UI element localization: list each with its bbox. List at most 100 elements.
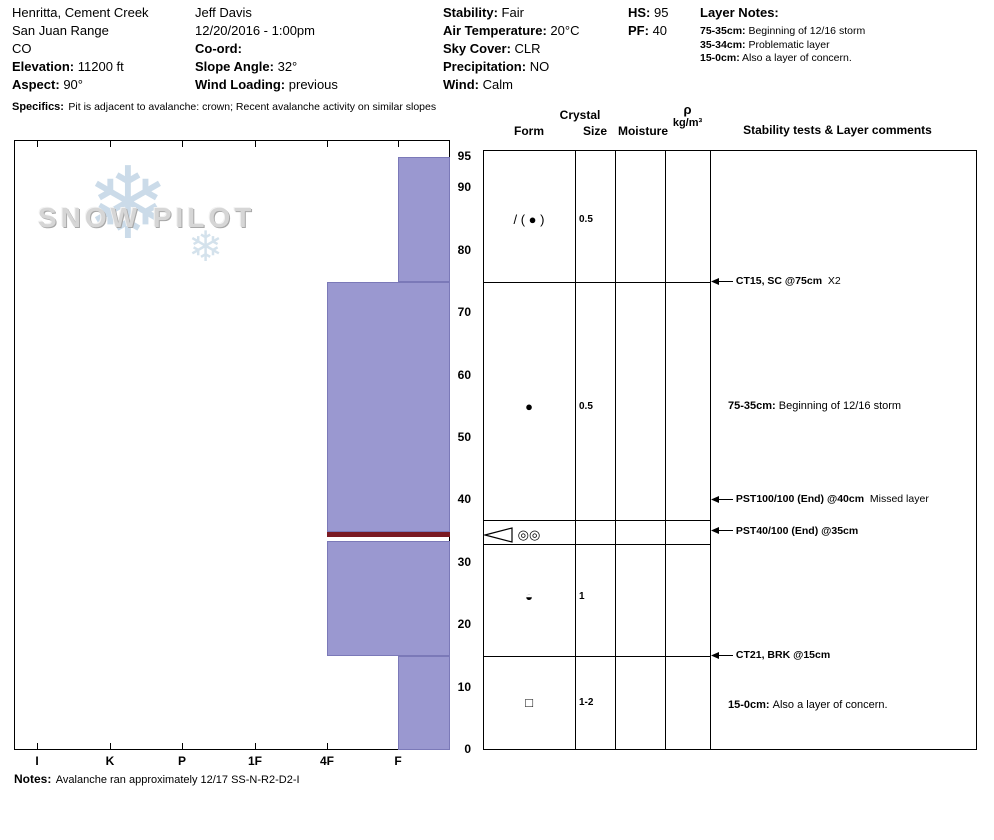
grain-form-symbol: / ( ● ) bbox=[513, 211, 545, 227]
test-text: CT15, SC @75cm bbox=[733, 275, 823, 287]
specifics-label: Specifics: bbox=[12, 101, 64, 113]
hardness-bar bbox=[327, 282, 450, 532]
air-temp-line: Air Temperature: 20°C bbox=[443, 22, 579, 40]
grain-form-symbol: ◎◎ bbox=[517, 526, 541, 542]
layer-note-range: 15-0cm: bbox=[700, 52, 740, 64]
hardness-tick-top bbox=[37, 141, 38, 147]
hardness-tick-bottom bbox=[110, 743, 111, 749]
depth-tick-label: 10 bbox=[457, 679, 471, 694]
depth-tick-label: 0 bbox=[464, 742, 471, 756]
aspect-value: 90° bbox=[63, 77, 83, 92]
test-arrow-icon bbox=[711, 275, 733, 287]
precipitation-line: Precipitation: NO bbox=[443, 58, 579, 76]
test-text: CT21, BRK @15cm bbox=[733, 649, 831, 662]
layer-boundary-line bbox=[483, 282, 710, 283]
layer-notes-list: 75-35cm: Beginning of 12/16 storm 35-34c… bbox=[700, 25, 865, 66]
depth-tick-label: 60 bbox=[457, 367, 471, 382]
observer-name: Jeff Davis bbox=[195, 5, 252, 20]
depth-tick-label: 80 bbox=[457, 242, 471, 257]
column-divider bbox=[615, 150, 616, 750]
precipitation-value: NO bbox=[529, 59, 550, 74]
hardness-tick-bottom bbox=[327, 743, 328, 749]
moisture-header: Moisture bbox=[617, 124, 668, 138]
stability-label: Stability: bbox=[443, 5, 498, 20]
depth-tick-label: 70 bbox=[457, 305, 471, 320]
layer-notes-block: Layer Notes: 75-35cm: Beginning of 12/16… bbox=[700, 4, 865, 66]
hardness-tick-top bbox=[398, 141, 399, 147]
wind-loading-line: Wind Loading: previous bbox=[195, 76, 338, 94]
crystal-header: Crystal bbox=[559, 108, 601, 122]
specifics-text: Pit is adjacent to avalanche: crown; Rec… bbox=[68, 101, 437, 113]
test-arrow-icon bbox=[711, 649, 733, 661]
hardness-tick-bottom bbox=[37, 743, 38, 749]
pit-datetime: 12/20/2016 - 1:00pm bbox=[195, 23, 315, 38]
aspect-line: Aspect: 90° bbox=[12, 76, 149, 94]
coord-label: Co-ord: bbox=[195, 41, 242, 56]
test-text: PST100/100 (End) @40cm bbox=[733, 493, 865, 506]
layer-note: 15-0cm: Also a layer of concern. bbox=[700, 52, 865, 66]
pit-name: Henritta, Cement Creek bbox=[12, 5, 149, 20]
totals-block: HS: 95 PF: 40 bbox=[628, 4, 668, 40]
hardness-bar bbox=[398, 656, 450, 750]
wind-label: Wind: bbox=[443, 77, 479, 92]
grain-form-symbol: ◒ bbox=[525, 589, 533, 605]
precipitation-label: Precipitation: bbox=[443, 59, 527, 74]
stability-test-result: CT21, BRK @15cm bbox=[711, 649, 830, 662]
stability-test-result: CT15, SC @75cm X2 bbox=[711, 275, 841, 288]
column-divider bbox=[710, 150, 711, 750]
test-arrow-icon bbox=[711, 525, 733, 537]
hs-line: HS: 95 bbox=[628, 4, 668, 22]
hardness-tick-bottom bbox=[255, 743, 256, 749]
column-divider bbox=[575, 150, 576, 750]
hardness-tick-top bbox=[110, 141, 111, 147]
wind-loading-value: previous bbox=[288, 77, 338, 92]
density-header: ρ bbox=[683, 102, 692, 117]
layer-note-text: Also a layer of concern. bbox=[742, 52, 852, 64]
hardness-axis-label: K bbox=[105, 754, 115, 768]
slope-angle-value: 32° bbox=[277, 59, 298, 74]
layer-notes-title: Layer Notes: bbox=[700, 5, 779, 20]
hardness-bar bbox=[398, 157, 450, 282]
notes-text: Avalanche ran approximately 12/17 SS-N-R… bbox=[55, 774, 300, 786]
hs-label: HS: bbox=[628, 5, 651, 20]
location-block: Henritta, Cement Creek San Juan Range CO… bbox=[12, 4, 149, 94]
wind-line: Wind: Calm bbox=[443, 76, 579, 94]
hardness-axis-label: 4F bbox=[319, 754, 334, 768]
data-columns-frame bbox=[483, 150, 977, 750]
watermark-text: SNOW PILOT bbox=[38, 202, 256, 233]
elevation-value: 11200 ft bbox=[77, 59, 124, 74]
wind-value: Calm bbox=[482, 77, 513, 92]
density-units-header: kg/m³ bbox=[672, 117, 703, 129]
hardness-axis-label: F bbox=[394, 754, 402, 768]
conditions-block: Stability: Fair Air Temperature: 20°C Sk… bbox=[443, 4, 579, 94]
grain-size-value: 0.5 bbox=[579, 400, 593, 412]
air-temp-value: 20°C bbox=[550, 23, 580, 38]
depth-tick-label: 30 bbox=[457, 554, 471, 569]
hs-value: 95 bbox=[654, 5, 669, 20]
depth-tick-label: 20 bbox=[457, 617, 471, 632]
hardness-tick-top bbox=[327, 141, 328, 147]
test-text: PST40/100 (End) @35cm bbox=[733, 524, 859, 537]
layer-note-text: Problematic layer bbox=[748, 38, 830, 51]
snowflake-icon: ❄ bbox=[86, 148, 170, 260]
layer-note: 35-34cm: Problematic layer bbox=[700, 39, 865, 53]
size-header: Size bbox=[582, 124, 607, 138]
sky-cover-line: Sky Cover: CLR bbox=[443, 40, 579, 58]
layer-comment-text: Beginning of 12/16 storm bbox=[778, 399, 902, 412]
notes-line: Notes: Avalanche ran approximately 12/17… bbox=[14, 770, 300, 788]
watermark: ❄ ❄ SNOW PILOT bbox=[38, 154, 268, 277]
depth-tick-label: 50 bbox=[457, 430, 471, 444]
aspect-label: Aspect: bbox=[12, 77, 60, 92]
layer-note-range: 75-35cm: bbox=[700, 25, 746, 37]
mountain-range: San Juan Range bbox=[12, 23, 109, 38]
hardness-axis-label: P bbox=[177, 754, 186, 768]
air-temp-label: Air Temperature: bbox=[443, 23, 547, 38]
layer-boundary-line bbox=[483, 656, 710, 657]
depth-tick-label: 40 bbox=[457, 492, 471, 507]
slope-angle-line: Slope Angle: 32° bbox=[195, 58, 338, 76]
test-suffix: Missed layer bbox=[864, 493, 929, 506]
sky-cover-label: Sky Cover: bbox=[443, 41, 511, 56]
state: CO bbox=[12, 41, 32, 56]
